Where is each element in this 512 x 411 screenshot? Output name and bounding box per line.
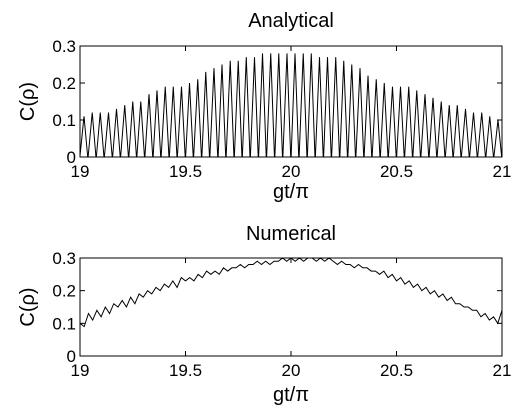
y-tick-label: 0.3 — [52, 37, 76, 56]
y-tick-label: 0 — [67, 148, 76, 167]
y-tick-label: 0.3 — [52, 249, 76, 268]
chart-panel-1: 19 19.5 20 20.5 21 0 0.1 0.2 0.3 Analytical gt/π C(… — [17, 10, 511, 203]
y-tick-label: 0.2 — [52, 74, 76, 93]
y-axis-label: C(ρ) — [17, 287, 39, 326]
x-tick-label: 20.5 — [380, 361, 413, 380]
series-line — [80, 53, 502, 157]
x-tick-label: 21 — [493, 162, 512, 181]
x-tick-label: 21 — [493, 361, 512, 380]
chart-panel-2: 19 19.5 20 20.5 21 0 0.1 0.2 0.3 Numerical gt/π C(ρ… — [17, 223, 511, 406]
x-tick-label: 20 — [282, 162, 301, 181]
x-axis-label: gt/π — [273, 181, 309, 203]
y-tick-label: 0.1 — [52, 314, 76, 333]
x-tick-label: 19 — [71, 361, 90, 380]
y-axis-label: C(ρ) — [17, 82, 39, 121]
x-tick-label: 19.5 — [169, 162, 202, 181]
y-tick-label: 0.1 — [52, 111, 76, 130]
chart-title: Analytical — [248, 10, 334, 32]
y-tick-label: 0 — [67, 347, 76, 366]
chart-title: Numerical — [246, 223, 336, 245]
series-line — [80, 257, 502, 328]
x-tick-label: 19 — [71, 162, 90, 181]
x-tick-label: 19.5 — [169, 361, 202, 380]
y-tick-label: 0.2 — [52, 282, 76, 301]
x-tick-label: 20 — [282, 361, 301, 380]
axes-frame — [79, 257, 503, 357]
x-axis-label: gt/π — [273, 384, 309, 406]
x-tick-label: 20.5 — [380, 162, 413, 181]
